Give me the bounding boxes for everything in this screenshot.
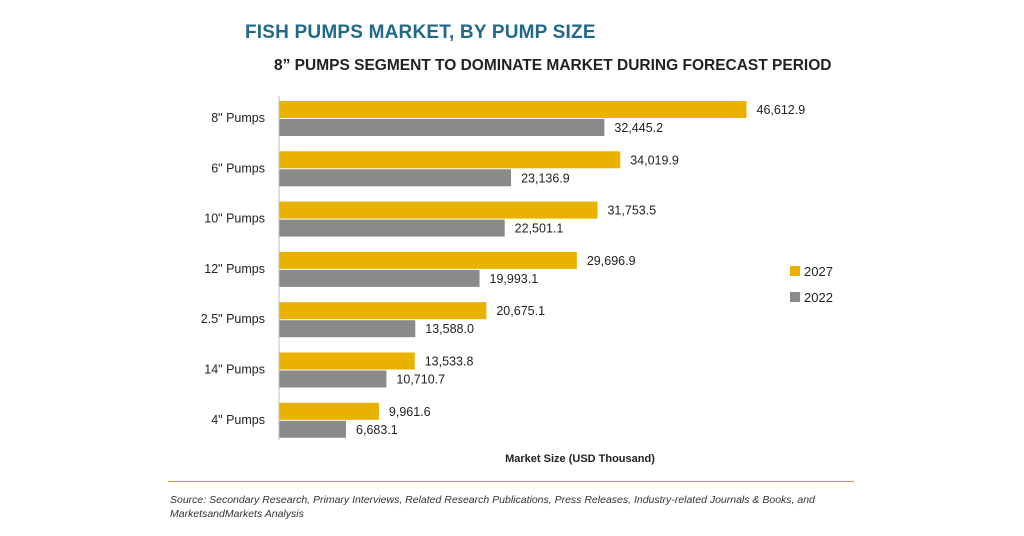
category-label: 10" Pumps xyxy=(204,212,265,226)
data-label-2027: 9,961.6 xyxy=(389,405,431,419)
data-label-2022: 13,588.0 xyxy=(425,322,474,336)
bar-2022 xyxy=(279,320,416,338)
category-label: 14" Pumps xyxy=(204,363,265,377)
bar-2022 xyxy=(279,169,512,187)
data-label-2022: 6,683.1 xyxy=(356,423,398,437)
legend-label-2022: 2022 xyxy=(804,289,833,305)
legend-item-2027: 2027 xyxy=(790,258,833,284)
legend-swatch-2027 xyxy=(790,266,800,276)
bar-2022 xyxy=(279,119,605,136)
data-label-2027: 34,019.9 xyxy=(630,153,679,167)
data-label-2027: 31,753.5 xyxy=(607,204,656,218)
data-label-2027: 20,675.1 xyxy=(496,304,545,318)
bar-2022 xyxy=(279,219,505,237)
bar-2027 xyxy=(279,101,747,118)
chart-subtitle: 8” PUMPS SEGMENT TO DOMINATE MARKET DURI… xyxy=(274,57,832,74)
bar-group: 8" Pumps 46,612.9 32,445.2 xyxy=(211,101,805,136)
source-divider xyxy=(168,481,854,482)
category-label: 2.5" Pumps xyxy=(201,312,265,326)
data-label-2027: 29,696.9 xyxy=(587,254,636,268)
data-label-2022: 10,710.7 xyxy=(396,373,445,387)
data-label-2022: 19,993.1 xyxy=(490,272,539,286)
legend: 2027 2022 xyxy=(790,258,833,310)
bar-2022 xyxy=(279,420,347,438)
category-label: 12" Pumps xyxy=(204,262,265,276)
category-label: 4" Pumps xyxy=(211,413,265,427)
category-label: 8" Pumps xyxy=(211,111,265,125)
legend-item-2022: 2022 xyxy=(790,284,833,310)
chart-title: FISH PUMPS MARKET, BY PUMP SIZE xyxy=(245,22,596,43)
bar-2027 xyxy=(279,302,487,320)
legend-swatch-2022 xyxy=(790,292,800,302)
bar-group: 2.5" Pumps 20,675.1 13,588.0 xyxy=(201,302,545,338)
data-label-2022: 23,136.9 xyxy=(521,171,570,185)
bar-2027 xyxy=(279,251,577,269)
bar-2027 xyxy=(279,151,621,169)
bar-group: 6" Pumps 34,019.9 23,136.9 xyxy=(211,151,679,187)
bar-2027 xyxy=(279,201,598,219)
bar-2027 xyxy=(279,352,415,370)
bar-group: 12" Pumps 29,696.9 19,993.1 xyxy=(204,251,636,287)
bar-group: 14" Pumps 13,533.8 10,710.7 xyxy=(204,352,474,388)
legend-label-2027: 2027 xyxy=(804,263,833,279)
source-note: Source: Secondary Research, Primary Inte… xyxy=(170,494,815,520)
bar-2022 xyxy=(279,269,480,287)
bar-2027 xyxy=(279,402,379,420)
data-label-2027: 46,612.9 xyxy=(757,103,806,117)
category-label: 6" Pumps xyxy=(211,161,265,175)
bar-group: 10" Pumps 31,753.5 22,501.1 xyxy=(204,201,656,237)
bar-2022 xyxy=(279,370,387,388)
data-label-2027: 13,533.8 xyxy=(425,355,474,369)
bar-group: 4" Pumps 9,961.6 6,683.1 xyxy=(211,402,431,438)
data-label-2022: 22,501.1 xyxy=(515,222,564,236)
data-label-2022: 32,445.2 xyxy=(614,121,663,135)
x-axis-label: Market Size (USD Thousand) xyxy=(505,453,655,465)
